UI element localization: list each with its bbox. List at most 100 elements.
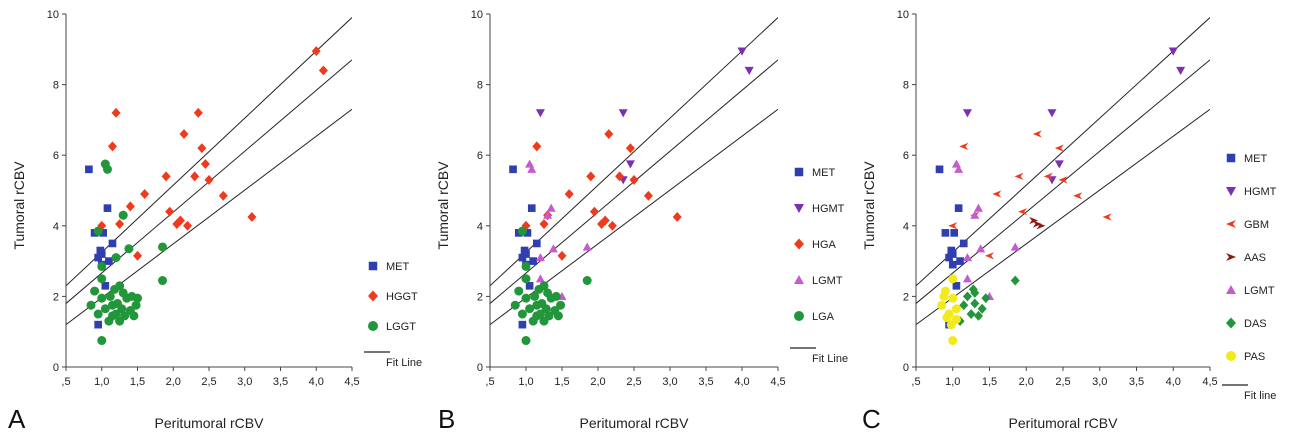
- data-point: [1073, 192, 1083, 200]
- data-point: [582, 242, 592, 251]
- legend-swatch: [1226, 253, 1236, 261]
- legend-label: PAS: [1244, 351, 1265, 363]
- data-point: [521, 293, 531, 303]
- legend-label: MET: [1244, 153, 1268, 165]
- x-tick-label: 4,5: [344, 376, 359, 388]
- chart-panel-c: 0 2 4 6 8 10 ,5 1,0 1,5 2,0 2,5 3,0 3,5 4,0 4,5 Peritum…: [861, 9, 1277, 434]
- data-point: [525, 304, 535, 314]
- x-tick-label: ,5: [485, 376, 494, 388]
- data-point: [117, 304, 127, 314]
- x-tick-label: 3,5: [1129, 376, 1144, 388]
- data-point: [962, 109, 972, 118]
- data-point: [175, 215, 185, 226]
- legend-swatch: [794, 167, 804, 177]
- data-point: [111, 107, 121, 118]
- data-point: [541, 304, 551, 314]
- x-tick-label: 3,5: [273, 376, 288, 388]
- data-point: [97, 274, 107, 284]
- data-point: [992, 190, 1002, 198]
- y-tick-label: 2: [903, 291, 909, 303]
- x-tick-label: 2,0: [1019, 376, 1034, 388]
- x-tick-label: 1,5: [130, 376, 145, 388]
- data-point: [86, 300, 96, 310]
- data-point: [948, 222, 958, 230]
- data-point: [548, 244, 558, 253]
- y-tick-label: 6: [477, 150, 483, 162]
- data-point: [941, 229, 950, 237]
- data-point: [582, 276, 592, 286]
- data-point: [183, 220, 193, 231]
- data-point: [530, 291, 540, 301]
- data-point: [179, 129, 189, 139]
- data-point: [546, 203, 556, 212]
- data-point: [190, 171, 200, 182]
- data-point: [970, 298, 980, 309]
- data-point: [977, 303, 987, 314]
- data-point: [509, 165, 517, 174]
- data-point: [165, 206, 175, 217]
- data-point: [111, 253, 121, 263]
- data-point: [1058, 176, 1068, 184]
- data-point: [1014, 172, 1024, 180]
- data-point: [97, 261, 107, 271]
- x-tick-label: 4,5: [1202, 376, 1217, 388]
- data-point: [318, 65, 328, 76]
- data-point: [158, 242, 168, 252]
- legend-fit-label: Fit Line: [386, 357, 422, 369]
- data-point: [976, 244, 986, 253]
- legend-label: LGGT: [386, 321, 416, 333]
- data-point: [604, 129, 614, 139]
- series-hgmt: [962, 47, 1186, 185]
- data-point: [1018, 208, 1028, 216]
- data-point: [161, 171, 171, 182]
- series-aas: [1029, 216, 1046, 230]
- data-point: [115, 219, 125, 229]
- series-gbm: [948, 130, 1112, 260]
- y-tick-label: 2: [477, 291, 483, 303]
- data-point: [535, 274, 545, 283]
- data-point: [951, 304, 961, 314]
- data-point: [629, 174, 639, 185]
- data-point: [1032, 220, 1042, 228]
- legend-label: HGA: [812, 239, 837, 251]
- legend-swatch: [794, 204, 804, 213]
- data-point: [518, 320, 527, 329]
- data-point: [959, 142, 969, 150]
- x-tick-label: 2,5: [626, 376, 641, 388]
- series-pas: [937, 274, 961, 346]
- x-tick-label: ,5: [911, 376, 920, 388]
- x-tick-label: 4,0: [1166, 376, 1181, 388]
- y-tick-label: 8: [53, 80, 59, 92]
- x-tick-label: 1,5: [554, 376, 569, 388]
- legend-label: MET: [812, 167, 836, 179]
- legend-label: AAS: [1244, 252, 1266, 264]
- legend-swatch: [1226, 153, 1236, 163]
- y-axis-label: Tumoral rCBV: [861, 161, 877, 250]
- data-point: [517, 309, 527, 319]
- data-point: [948, 250, 957, 258]
- data-point: [586, 171, 596, 182]
- data-point: [959, 300, 969, 311]
- data-point: [1010, 242, 1020, 251]
- data-point: [1054, 144, 1064, 152]
- data-point: [981, 293, 991, 304]
- data-point: [948, 336, 958, 346]
- y-tick-label: 4: [903, 221, 909, 233]
- y-tick-label: 6: [53, 150, 59, 162]
- x-axis-label: Peritumoral rCBV: [580, 415, 690, 431]
- data-point: [970, 210, 980, 219]
- data-point: [551, 291, 561, 301]
- data-point: [525, 159, 535, 168]
- data-point: [973, 310, 983, 321]
- data-point: [935, 165, 944, 174]
- data-point: [962, 274, 972, 283]
- data-point: [311, 46, 321, 57]
- data-point: [942, 313, 952, 323]
- x-tick-label: 3,5: [698, 376, 713, 388]
- data-point: [133, 293, 142, 303]
- fit-line-lower: [916, 108, 1210, 326]
- data-point: [85, 165, 93, 174]
- data-point: [948, 293, 958, 303]
- data-point: [985, 252, 994, 260]
- data-point: [937, 300, 947, 310]
